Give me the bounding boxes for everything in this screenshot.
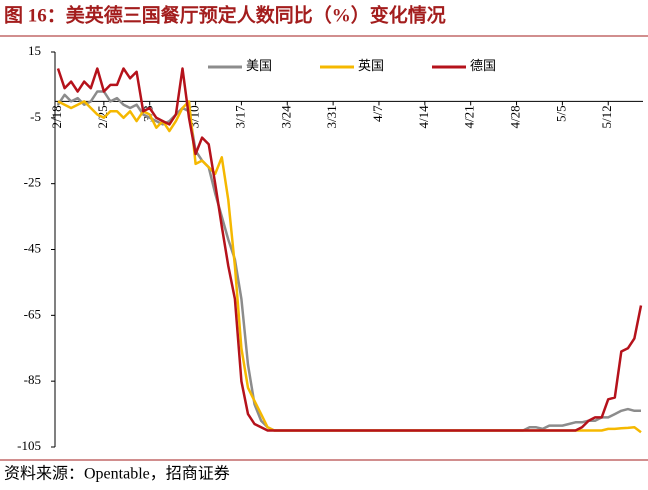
x-tick-label: 5/12 <box>599 105 614 128</box>
series-line <box>57 100 642 434</box>
x-tick-label: 4/28 <box>508 105 523 128</box>
x-tick-label: 2/18 <box>49 105 64 128</box>
x-tick-label: 4/21 <box>462 105 477 128</box>
y-tick-label: -25 <box>24 175 41 190</box>
legend-label: 英国 <box>358 58 384 73</box>
x-tick-label: 4/14 <box>416 105 431 129</box>
series-line <box>56 90 641 432</box>
chart-title: 图 16：美英德三国餐厅预定人数同比（%）变化情况 <box>4 3 446 26</box>
y-tick-label: 15 <box>28 43 41 58</box>
source: 资料来源：Opentable，招商证券 <box>4 465 230 483</box>
y-tick-label: -65 <box>24 306 41 321</box>
legend-label: 美国 <box>246 58 272 73</box>
y-tick-label: -45 <box>24 240 41 255</box>
y-tick-label: -85 <box>24 372 41 387</box>
x-tick-label: 5/5 <box>553 105 568 122</box>
x-tick-label: 3/17 <box>232 105 247 129</box>
legend-label: 德国 <box>470 58 496 73</box>
y-tick-label: -105 <box>17 438 41 453</box>
x-tick-label: 4/7 <box>370 105 385 122</box>
x-tick-label: 3/31 <box>324 105 339 128</box>
y-tick-label: -5 <box>30 109 41 124</box>
series-line <box>56 67 643 432</box>
x-tick-label: 3/24 <box>278 105 293 129</box>
